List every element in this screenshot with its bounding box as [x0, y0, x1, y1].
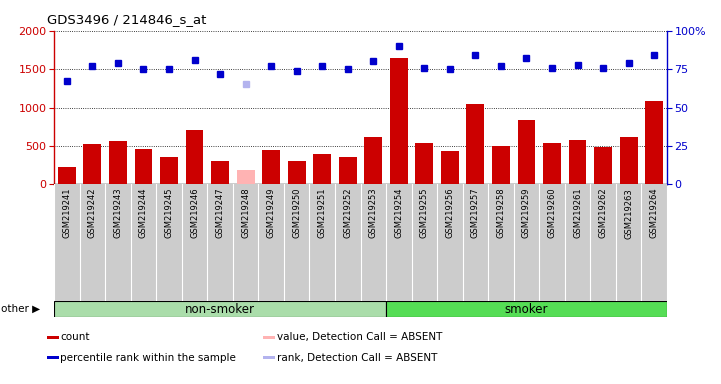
Bar [47, 336, 58, 339]
Text: GSM219245: GSM219245 [164, 188, 174, 238]
Text: GSM219254: GSM219254 [394, 188, 403, 238]
Bar [54, 301, 386, 317]
Bar [58, 167, 76, 184]
Bar [313, 154, 331, 184]
Text: GSM219253: GSM219253 [368, 188, 378, 238]
Bar [390, 58, 408, 184]
Text: GSM219246: GSM219246 [190, 188, 199, 238]
Text: GSM219242: GSM219242 [88, 188, 97, 238]
Bar [84, 144, 102, 184]
Text: GSM219248: GSM219248 [241, 188, 250, 238]
Text: GSM219255: GSM219255 [420, 188, 429, 238]
Bar [262, 150, 280, 184]
Text: other ▶: other ▶ [1, 304, 40, 314]
Bar [645, 101, 663, 184]
Text: percentile rank within the sample: percentile rank within the sample [61, 353, 236, 362]
Text: GSM219263: GSM219263 [624, 188, 633, 238]
Bar [364, 137, 382, 184]
Bar [415, 143, 433, 184]
Bar [543, 143, 561, 184]
Text: GSM219260: GSM219260 [547, 188, 557, 238]
Bar [441, 151, 459, 184]
Text: GSM219261: GSM219261 [573, 188, 582, 238]
Bar [594, 147, 612, 184]
Text: GSM219247: GSM219247 [216, 188, 224, 238]
Text: GDS3496 / 214846_s_at: GDS3496 / 214846_s_at [47, 13, 206, 26]
Text: GSM219259: GSM219259 [522, 188, 531, 238]
Text: smoker: smoker [505, 303, 548, 316]
Bar [211, 161, 229, 184]
Bar [47, 356, 58, 359]
Bar [386, 301, 667, 317]
Text: rank, Detection Call = ABSENT: rank, Detection Call = ABSENT [277, 353, 437, 362]
Text: GSM219262: GSM219262 [598, 188, 608, 238]
Bar [619, 137, 637, 184]
Bar [185, 130, 203, 184]
Bar [160, 157, 178, 184]
Bar [492, 146, 510, 184]
Text: count: count [61, 332, 90, 342]
Text: GSM219251: GSM219251 [318, 188, 327, 238]
Text: GSM219250: GSM219250 [292, 188, 301, 238]
Bar [569, 140, 586, 184]
Bar [109, 141, 127, 184]
Bar [263, 336, 275, 339]
Text: GSM219258: GSM219258 [497, 188, 505, 238]
Text: GSM219256: GSM219256 [446, 188, 454, 238]
Bar [288, 161, 306, 184]
Bar [135, 149, 152, 184]
Text: GSM219264: GSM219264 [650, 188, 659, 238]
Text: GSM219257: GSM219257 [471, 188, 480, 238]
Text: GSM219243: GSM219243 [113, 188, 123, 238]
Bar [466, 104, 485, 184]
Text: value, Detection Call = ABSENT: value, Detection Call = ABSENT [277, 332, 442, 342]
Text: GSM219241: GSM219241 [62, 188, 71, 238]
Text: GSM219252: GSM219252 [343, 188, 353, 238]
Bar [518, 120, 536, 184]
Text: non-smoker: non-smoker [185, 303, 255, 316]
Text: GSM219249: GSM219249 [267, 188, 275, 238]
Bar [236, 170, 255, 184]
Bar [339, 157, 357, 184]
Text: GSM219244: GSM219244 [139, 188, 148, 238]
Bar [263, 356, 275, 359]
